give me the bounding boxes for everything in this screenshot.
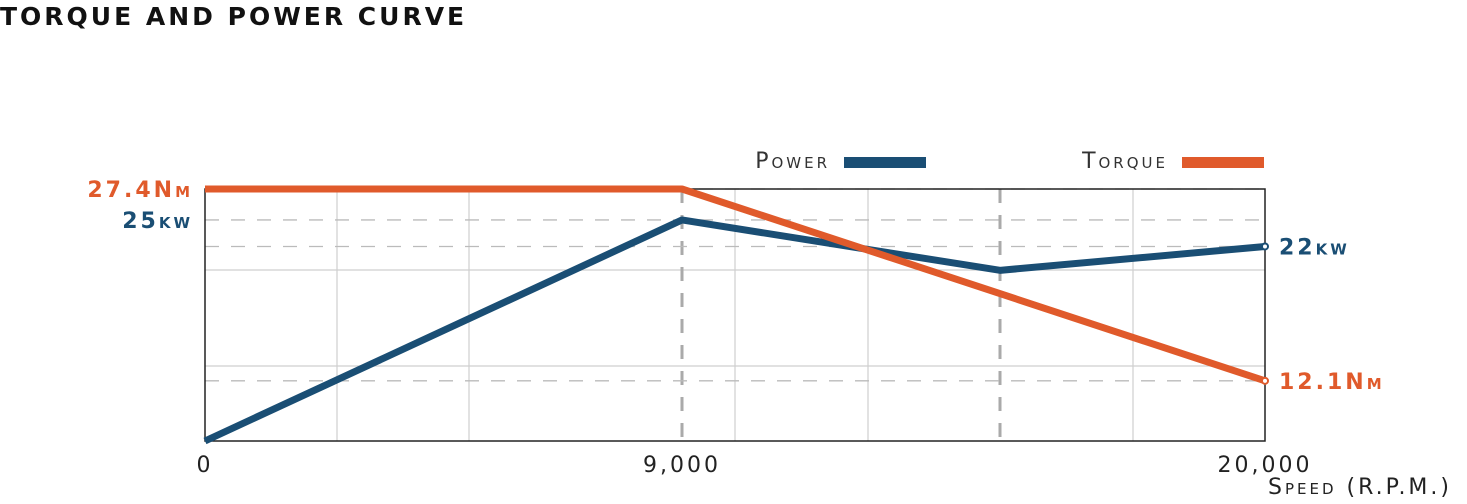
x-tick-label: 20,000 — [1218, 453, 1313, 478]
end-point — [1261, 242, 1269, 251]
plot-frame — [204, 188, 1266, 442]
legend-label: Torque — [1081, 149, 1168, 174]
legend-swatch — [844, 157, 926, 168]
series-line — [203, 216, 1266, 445]
legend-label: Power — [755, 149, 830, 174]
value-label: 27.4Nm — [87, 178, 193, 203]
chart-title: TORQUE AND POWER CURVE — [0, 2, 467, 31]
end-point — [1261, 376, 1269, 385]
value-label: 25kw — [122, 209, 193, 234]
value-label: 12.1Nm — [1279, 370, 1385, 395]
value-label: 22kw — [1279, 235, 1350, 260]
x-axis-title: Speed (R.P.M.) — [1268, 475, 1452, 500]
x-tick-label: 0 — [197, 453, 214, 478]
series-line — [205, 185, 1267, 385]
x-tick-label: 9,000 — [643, 453, 721, 478]
legend-swatch — [1182, 157, 1264, 168]
